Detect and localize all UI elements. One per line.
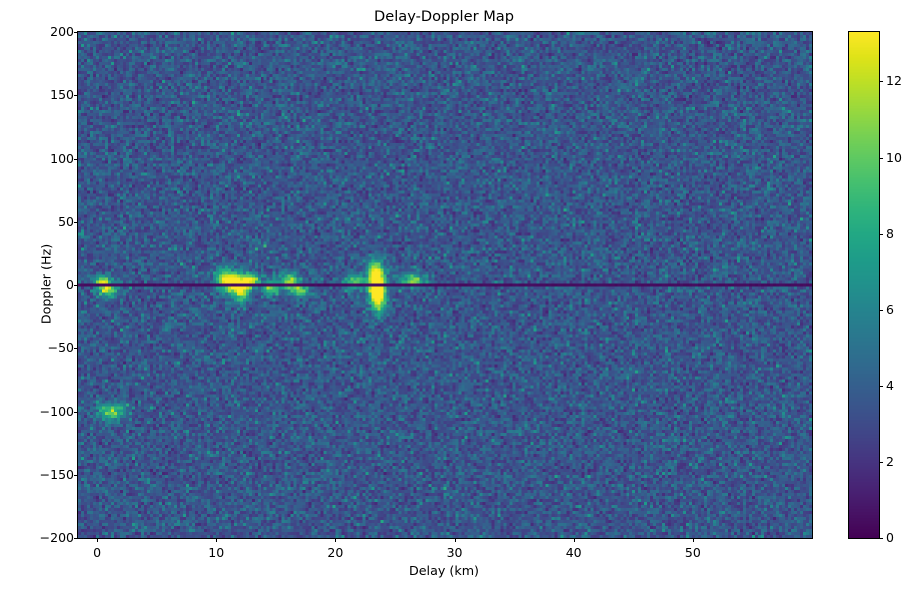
x-tick-label: 30 [446, 545, 463, 560]
x-tick-mark [454, 538, 456, 542]
colorbar-tick-label: 4 [886, 377, 894, 393]
y-tick-label: −50 [47, 340, 74, 355]
y-tick-label: 0 [66, 276, 74, 292]
colorbar-tick-label: 6 [886, 301, 894, 317]
colorbar-gradient [849, 32, 879, 538]
colorbar-tick-label: 10 [886, 149, 902, 165]
colorbar-tick-label: 12 [886, 73, 902, 89]
y-tick-mark [74, 285, 78, 286]
colorbar-tick-label: 8 [886, 225, 894, 241]
colorbar-tick-mark [879, 538, 883, 539]
y-tick-label: −200 [39, 529, 74, 545]
y-tick-mark [74, 411, 78, 413]
x-tick-mark [335, 538, 337, 542]
y-tick-label: 150 [50, 87, 74, 102]
delay-doppler-heatmap [78, 32, 812, 538]
y-tick-label: 200 [50, 23, 74, 39]
y-tick-mark [74, 474, 78, 476]
x-tick-label: 10 [208, 545, 225, 560]
colorbar-tick-mark [879, 233, 883, 235]
x-axis-label: Delay (km) [408, 563, 480, 578]
y-tick-mark [74, 538, 78, 539]
x-tick-label: 50 [684, 545, 701, 560]
x-tick-label: 40 [565, 545, 582, 560]
x-tick-label: 0 [93, 545, 102, 560]
colorbar-tick-label: 0 [886, 529, 894, 545]
page-title: Delay-Doppler Map [373, 8, 515, 25]
colorbar-tick-mark [879, 385, 883, 387]
y-tick-mark [74, 348, 78, 350]
x-tick-mark [573, 538, 575, 542]
x-tick-label: 20 [327, 545, 344, 560]
y-tick-label: 100 [50, 150, 74, 166]
x-tick-mark [97, 538, 99, 542]
y-tick-mark [74, 32, 78, 33]
colorbar-tick-mark [879, 157, 883, 159]
colorbar-tick-label: 2 [886, 453, 894, 469]
colorbar[interactable]: 0 2 4 6 8 10 12 [848, 31, 902, 543]
colorbar-tick-mark [879, 81, 883, 83]
y-tick-mark [74, 95, 78, 97]
x-tick-mark [692, 538, 694, 542]
y-tick-mark [74, 158, 78, 160]
y-tick-label: −100 [39, 403, 74, 419]
x-tick-mark [216, 538, 218, 542]
y-tick-mark [74, 221, 78, 223]
y-tick-label: −150 [39, 466, 74, 482]
colorbar-tick-mark [879, 461, 883, 463]
y-tick-label: 50 [58, 213, 74, 229]
heatmap-plot-area[interactable]: 200 150 100 50 0 −50 −100 −150 −200 0 10 20 30 40 50 [40, 25, 813, 559]
y-axis-label: Doppler (Hz) [38, 243, 54, 325]
colorbar-tick-mark [879, 309, 883, 311]
